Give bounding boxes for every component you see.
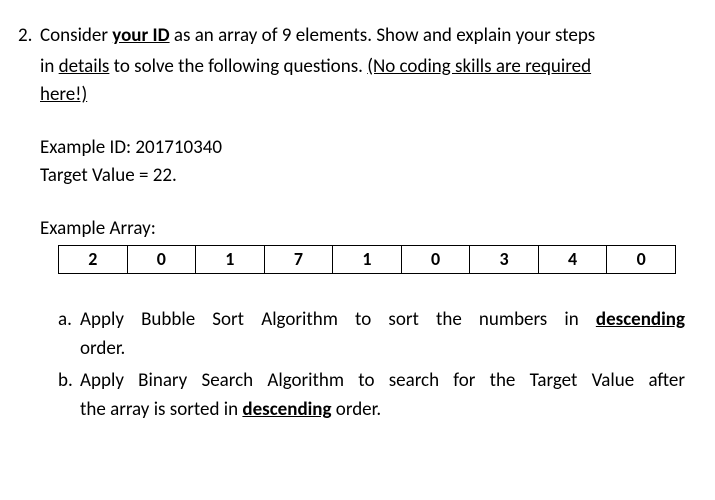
part-a-marker: a. <box>58 306 80 335</box>
intro3-here: here!) <box>40 83 87 106</box>
array-cell: 4 <box>538 246 607 274</box>
part-a-row: a. Apply Bubble Sort Algorithm to sort t… <box>58 306 685 363</box>
part-b-row: b. Apply Binary Search Algorithm to sear… <box>58 367 685 424</box>
part-a-body: Apply Bubble Sort Algorithm to sort the … <box>80 306 685 363</box>
array-cell: 0 <box>401 246 470 274</box>
example-array-table: 2 0 1 7 1 0 3 4 0 <box>58 245 676 274</box>
array-cell: 2 <box>59 246 128 274</box>
array-cell: 1 <box>196 246 265 274</box>
spacer-1 <box>18 110 685 134</box>
question-number: 2. <box>18 22 40 51</box>
example-array-label: Example Array: <box>40 215 685 244</box>
part-b-post: order. <box>332 398 382 421</box>
part-a-line2: order. <box>80 335 685 364</box>
array-cell: 3 <box>470 246 539 274</box>
question-intro-line3: here!) <box>40 81 685 110</box>
part-a-descending: descending <box>596 308 685 331</box>
intro-text-pre: Consider <box>40 24 112 47</box>
document-page: 2. Consider your ID as an array of 9 ele… <box>0 0 715 444</box>
spacer-2 <box>18 191 685 215</box>
question-intro-line1: Consider your ID as an array of 9 elemen… <box>40 22 685 51</box>
intro-text-post: as an array of 9 elements. Show and expl… <box>170 24 596 47</box>
array-cell: 7 <box>264 246 333 274</box>
table-row: 2 0 1 7 1 0 3 4 0 <box>59 246 676 274</box>
part-b-marker: b. <box>58 367 80 396</box>
question-heading-row: 2. Consider your ID as an array of 9 ele… <box>18 22 685 51</box>
intro2-details: details <box>59 55 110 78</box>
intro2-pre: in <box>40 55 59 78</box>
intro2-nocoding: (No coding skills are required <box>367 55 591 78</box>
part-b-descending: descending <box>242 398 331 421</box>
array-container: 2 0 1 7 1 0 3 4 0 <box>58 245 685 274</box>
part-a-line1: Apply Bubble Sort Algorithm to sort the … <box>80 306 685 335</box>
array-cell: 0 <box>607 246 676 274</box>
intro2-mid: to solve the following questions. <box>109 55 367 78</box>
part-b-line2: the array is sorted in descending order. <box>80 396 685 425</box>
target-value-line: Target Value = 22. <box>40 162 685 191</box>
spacer-3 <box>18 278 685 302</box>
question-intro-line2: in details to solve the following questi… <box>40 53 685 82</box>
array-cell: 0 <box>127 246 196 274</box>
part-a-text: Apply Bubble Sort Algorithm to sort the … <box>80 308 596 331</box>
part-b-body: Apply Binary Search Algorithm to search … <box>80 367 685 424</box>
part-b-line1: Apply Binary Search Algorithm to search … <box>80 367 685 396</box>
example-id-line: Example ID: 201710340 <box>40 134 685 163</box>
intro-your-id: your ID <box>112 24 169 47</box>
array-cell: 1 <box>333 246 402 274</box>
part-b-pre: the array is sorted in <box>80 398 242 421</box>
